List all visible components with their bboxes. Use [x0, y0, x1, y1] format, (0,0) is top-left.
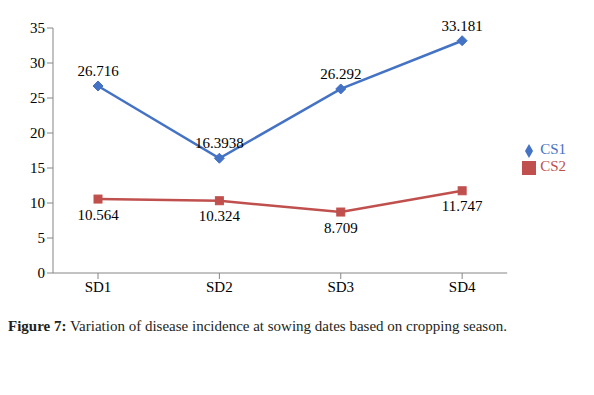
html-text:CS2: CS2: [540, 158, 566, 174]
svg-text:10.564: 10.564: [77, 207, 119, 223]
html-text:CS1: CS1: [540, 141, 566, 157]
svg-text:26.292: 26.292: [320, 66, 361, 82]
svg-text:25: 25: [30, 90, 45, 106]
svg-text:33.181: 33.181: [442, 18, 483, 34]
svg-text:26.716: 26.716: [77, 63, 119, 79]
svg-text:SD4: SD4: [449, 279, 476, 295]
html-text:Figure 7: Variation of disease: Figure 7: Variation of disease incidence…: [8, 318, 507, 334]
svg-text:SD2: SD2: [206, 279, 233, 295]
svg-text:15: 15: [30, 160, 45, 176]
svg-text:SD3: SD3: [327, 279, 354, 295]
svg-text:8.709: 8.709: [324, 220, 358, 236]
svg-text:11.747: 11.747: [442, 198, 483, 214]
svg-text:0: 0: [38, 265, 46, 281]
svg-text:SD1: SD1: [85, 279, 112, 295]
svg-text:10.324: 10.324: [199, 208, 241, 224]
svg-text:20: 20: [30, 125, 45, 141]
svg-text:16.3938: 16.3938: [195, 135, 244, 151]
svg-text:10: 10: [30, 195, 45, 211]
svg-text:30: 30: [30, 55, 45, 71]
svg-text:5: 5: [38, 230, 46, 246]
svg-text:35: 35: [30, 20, 45, 36]
